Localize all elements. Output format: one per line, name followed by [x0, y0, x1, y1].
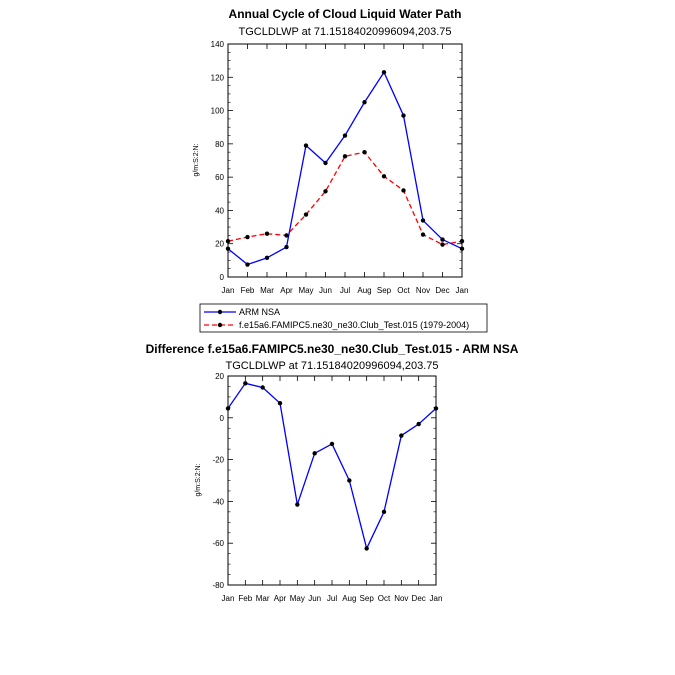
- data-point: [277, 400, 283, 406]
- chart-difference: Difference f.e15a6.FAMIPC5.ne30_ne30.Clu…: [146, 342, 519, 603]
- y-tick-label: -40: [212, 497, 224, 506]
- x-tick-label: Jan: [222, 286, 235, 295]
- x-tick-label: Jan: [456, 286, 469, 295]
- data-point: [312, 451, 317, 456]
- x-tick-label: Sep: [377, 286, 392, 295]
- data-point: [225, 246, 231, 251]
- chart-subtitle: TGCLDLWP at 71.15184020996094,203.75: [238, 26, 451, 38]
- data-point: [225, 239, 231, 244]
- data-point: [303, 143, 309, 148]
- data-point: [284, 244, 289, 250]
- data-point: [342, 133, 348, 138]
- x-tick-label: Jul: [327, 594, 337, 603]
- y-tick-label: 0: [220, 414, 225, 423]
- legend-marker-model: [217, 322, 223, 328]
- x-tick-label: Feb: [241, 286, 255, 295]
- data-point: [264, 231, 270, 236]
- y-tick-label: 20: [215, 240, 224, 249]
- data-point: [459, 246, 465, 251]
- data-point: [295, 502, 300, 507]
- y-tick-label: 100: [211, 107, 225, 116]
- data-point: [401, 188, 406, 193]
- data-point: [362, 149, 367, 155]
- data-point: [245, 262, 250, 267]
- data-point: [342, 154, 348, 159]
- data-point: [381, 174, 387, 179]
- plot-frame: [227, 43, 463, 278]
- data-point: [399, 433, 404, 438]
- legend-marker-arm: [217, 309, 223, 315]
- x-tick-label: Jan: [222, 594, 235, 603]
- y-axis-label: g/m:S:2:N:: [193, 143, 200, 176]
- data-point: [323, 160, 328, 166]
- y-tick-label: -20: [212, 456, 224, 465]
- chart-title: Annual Cycle of Cloud Liquid Water Path: [229, 7, 462, 21]
- legend: ARM NSA f.e15a6.FAMIPC5.ne30_ne30.Club_T…: [199, 303, 488, 333]
- data-point: [440, 242, 445, 247]
- legend-label-arm: ARM NSA: [239, 307, 280, 317]
- x-tick-label: Oct: [397, 286, 410, 295]
- x-tick-label: Aug: [357, 286, 371, 295]
- x-tick-label: Mar: [256, 594, 270, 603]
- x-tick-label: Mar: [260, 286, 274, 295]
- y-tick-label: 40: [215, 206, 224, 215]
- data-point: [381, 509, 387, 515]
- y-tick-label: 0: [220, 273, 225, 282]
- data-point: [459, 239, 465, 244]
- data-point: [433, 406, 439, 411]
- x-tick-label: Jan: [430, 594, 443, 603]
- x-tick-label: Dec: [412, 594, 426, 603]
- data-point: [303, 212, 309, 217]
- data-point: [416, 421, 421, 427]
- data-point: [440, 237, 445, 242]
- x-tick-label: Oct: [378, 594, 391, 603]
- data-point: [362, 100, 367, 105]
- y-tick-label: -60: [212, 539, 224, 548]
- y-tick-label: 20: [215, 372, 224, 381]
- y-tick-label: -80: [212, 581, 224, 590]
- x-tick-label: Nov: [394, 594, 408, 603]
- series-line-0: [227, 382, 437, 550]
- legend-label-model: f.e15a6.FAMIPC5.ne30_ne30.Club_Test.015 …: [239, 320, 469, 330]
- data-point: [243, 381, 248, 386]
- data-point: [260, 385, 265, 390]
- data-point: [225, 406, 231, 411]
- x-tick-label: Aug: [342, 594, 356, 603]
- data-point: [381, 70, 387, 75]
- legend-box: [199, 303, 488, 333]
- series-line-0: [227, 71, 463, 266]
- x-tick-label: May: [298, 286, 313, 295]
- x-tick-label: May: [290, 594, 305, 603]
- data-point: [323, 189, 328, 194]
- y-tick-label: 80: [215, 140, 224, 149]
- chart-title: Difference f.e15a6.FAMIPC5.ne30_ne30.Clu…: [146, 342, 519, 356]
- data-point: [347, 478, 352, 483]
- data-point: [284, 233, 289, 238]
- chart-annual-cycle: Annual Cycle of Cloud Liquid Water Path …: [193, 7, 468, 295]
- y-axis-label: g/m:S:2:N:: [195, 463, 202, 496]
- data-point: [420, 232, 426, 237]
- y-tick-label: 140: [211, 40, 225, 49]
- data-point: [401, 113, 406, 118]
- data-point: [264, 255, 270, 261]
- chart-subtitle: TGCLDLWP at 71.15184020996094,203.75: [225, 360, 438, 372]
- data-point: [245, 234, 250, 240]
- x-tick-label: Apr: [274, 594, 287, 603]
- x-tick-label: Jun: [308, 594, 321, 603]
- x-tick-label: Feb: [238, 594, 252, 603]
- y-tick-label: 120: [211, 73, 225, 82]
- x-tick-label: Dec: [435, 286, 449, 295]
- data-point: [364, 546, 369, 551]
- x-tick-label: Apr: [280, 286, 293, 295]
- plot-frame: [227, 375, 437, 586]
- x-tick-label: Nov: [416, 286, 430, 295]
- x-tick-label: Jun: [319, 286, 332, 295]
- x-tick-label: Sep: [360, 594, 375, 603]
- x-tick-label: Jul: [340, 286, 350, 295]
- series-line-1: [227, 151, 463, 246]
- data-point: [420, 218, 426, 223]
- data-point: [329, 441, 335, 447]
- y-tick-label: 60: [215, 173, 224, 182]
